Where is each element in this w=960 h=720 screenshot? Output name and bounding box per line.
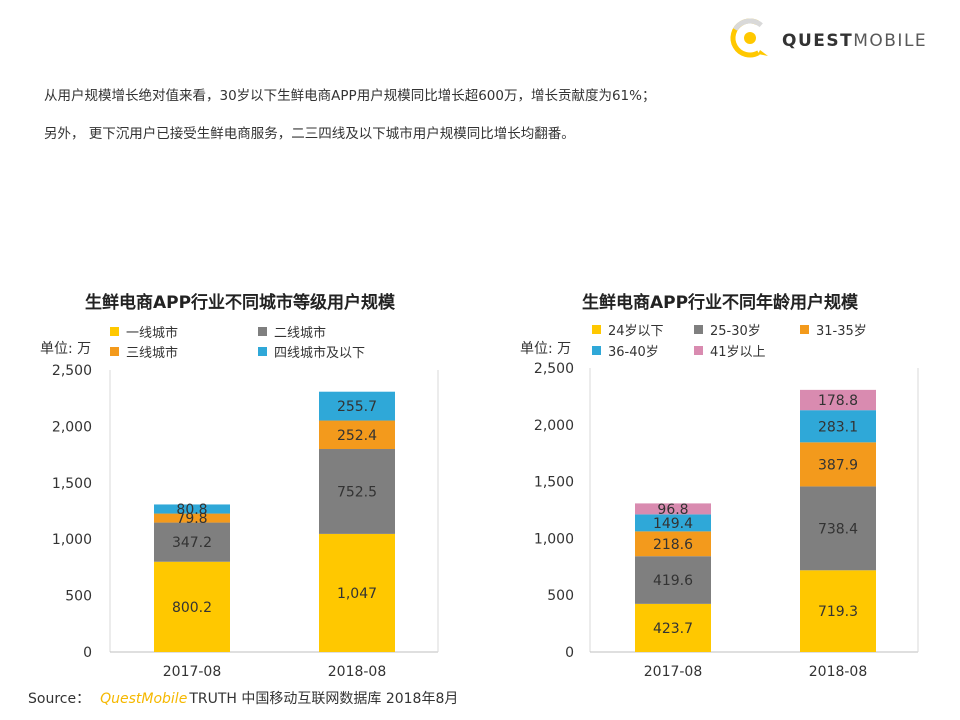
source-brand: QuestMobile xyxy=(100,691,188,707)
data-label: 738.4 xyxy=(818,521,858,537)
bar-segment xyxy=(319,533,395,652)
bar-segment xyxy=(154,504,230,514)
legend-swatch xyxy=(592,346,601,355)
legend-label: 四线城市及以下 xyxy=(274,346,366,361)
y-tick-label: 0 xyxy=(83,645,92,661)
bar-segment xyxy=(319,449,395,534)
data-label: 218.6 xyxy=(653,537,693,553)
legend-item-tier3: 三线城市 xyxy=(110,342,178,361)
data-label: 178.8 xyxy=(818,393,858,409)
legend-swatch xyxy=(694,325,703,334)
logo-icon xyxy=(730,18,770,58)
legend-swatch xyxy=(694,346,703,355)
legend-label: 三线城市 xyxy=(126,346,179,361)
chart-title-city: 生鲜电商APP行业不同城市等级用户规模 xyxy=(84,293,396,313)
legend-swatch xyxy=(110,327,119,336)
bar-segment xyxy=(635,603,711,652)
bar-segment xyxy=(635,503,711,515)
bar-segment xyxy=(635,514,711,532)
y-tick-label: 1,000 xyxy=(534,531,574,547)
data-label: 1,047 xyxy=(337,586,377,602)
y-tick-label: 2,500 xyxy=(534,361,574,377)
legend-item-age-25-30: 25-30岁 xyxy=(694,320,761,339)
data-label: 79.8 xyxy=(176,511,207,527)
x-tick-label: 2018-08 xyxy=(328,664,387,680)
x-tick-label: 2017-08 xyxy=(644,664,703,680)
legend-label: 41岁以上 xyxy=(710,345,766,360)
legend-item-tier2: 二线城市 xyxy=(258,322,326,341)
legend-swatch xyxy=(800,325,809,334)
legend-swatch xyxy=(258,327,267,336)
data-label: 419.6 xyxy=(653,573,693,589)
y-tick-label: 500 xyxy=(65,589,92,605)
bar-segment xyxy=(154,522,230,562)
legend-label: 二线城市 xyxy=(274,326,327,341)
legend-item-age-over41: 41岁以上 xyxy=(694,341,766,360)
data-label: 149.4 xyxy=(653,516,693,532)
legend-item-age-31-35: 31-35岁 xyxy=(800,320,867,339)
data-label: 423.7 xyxy=(653,621,693,637)
legend-item-tier4: 四线城市及以下 xyxy=(258,342,365,361)
legend-label: 36-40岁 xyxy=(608,345,659,360)
y-tick-label: 0 xyxy=(565,645,574,661)
bar-segment xyxy=(319,391,395,421)
data-label: 347.2 xyxy=(172,535,212,551)
y-tick-label: 1,500 xyxy=(534,475,574,491)
unit-label-age: 单位: 万 xyxy=(520,341,572,357)
bar-segment xyxy=(800,570,876,652)
intro-line-1: 从用户规模增长绝对值来看，30岁以下生鲜电商APP用户规模同比增长超600万，增… xyxy=(44,88,656,104)
legend-item-age-36-40: 36-40岁 xyxy=(592,341,659,360)
legend-label: 31-35岁 xyxy=(816,324,867,339)
source-note: Source： QuestMobile TRUTH 中国移动互联网数据库 2018年… xyxy=(28,688,458,708)
legend-item-age-under24: 24岁以下 xyxy=(592,320,664,339)
bar-segment xyxy=(800,410,876,443)
legend-swatch xyxy=(110,347,119,356)
data-label: 255.7 xyxy=(337,399,377,415)
data-label: 387.9 xyxy=(818,457,858,473)
bar-segment xyxy=(635,531,711,557)
legend-swatch xyxy=(592,325,601,334)
bar-segment xyxy=(154,561,230,652)
x-tick-label: 2018-08 xyxy=(809,664,868,680)
source-prefix: Source： xyxy=(28,691,91,707)
data-label: 283.1 xyxy=(818,419,858,435)
y-tick-label: 1,000 xyxy=(52,532,92,548)
data-label: 800.2 xyxy=(172,600,212,616)
bar-segment xyxy=(635,556,711,604)
bar-segment xyxy=(800,442,876,487)
unit-label-city: 单位: 万 xyxy=(40,341,92,357)
legend-item-tier1: 一线城市 xyxy=(110,322,178,341)
legend-swatch xyxy=(258,347,267,356)
logo-text: QUESTMOBILE xyxy=(782,31,928,51)
source-text: TRUTH 中国移动互联网数据库 2018年8月 xyxy=(189,691,459,707)
chart-title-age: 生鲜电商APP行业不同年龄用户规模 xyxy=(581,293,859,313)
questmobile-logo: QUESTMOBILE xyxy=(728,16,928,60)
legend-label: 24岁以下 xyxy=(608,324,664,339)
x-tick-label: 2017-08 xyxy=(163,664,222,680)
y-tick-label: 1,500 xyxy=(52,476,92,492)
y-tick-label: 500 xyxy=(547,588,574,604)
legend-label: 一线城市 xyxy=(126,326,179,341)
y-tick-label: 2,000 xyxy=(52,419,92,435)
legend-label: 25-30岁 xyxy=(710,324,761,339)
data-label: 719.3 xyxy=(818,604,858,620)
data-label: 80.8 xyxy=(176,502,207,518)
intro-line-2: 另外， 更下沉用户已接受生鲜电商服务，二三四线及以下城市用户规模同比增长均翻番。 xyxy=(44,126,575,142)
bar-segment xyxy=(800,486,876,571)
bar-segment xyxy=(154,513,230,523)
bar-segment xyxy=(800,389,876,411)
data-label: 752.5 xyxy=(337,484,377,500)
y-tick-label: 2,000 xyxy=(534,418,574,434)
bar-segment xyxy=(319,420,395,450)
data-label: 96.8 xyxy=(657,502,688,518)
y-tick-label: 2,500 xyxy=(52,363,92,379)
data-label: 252.4 xyxy=(337,428,377,444)
